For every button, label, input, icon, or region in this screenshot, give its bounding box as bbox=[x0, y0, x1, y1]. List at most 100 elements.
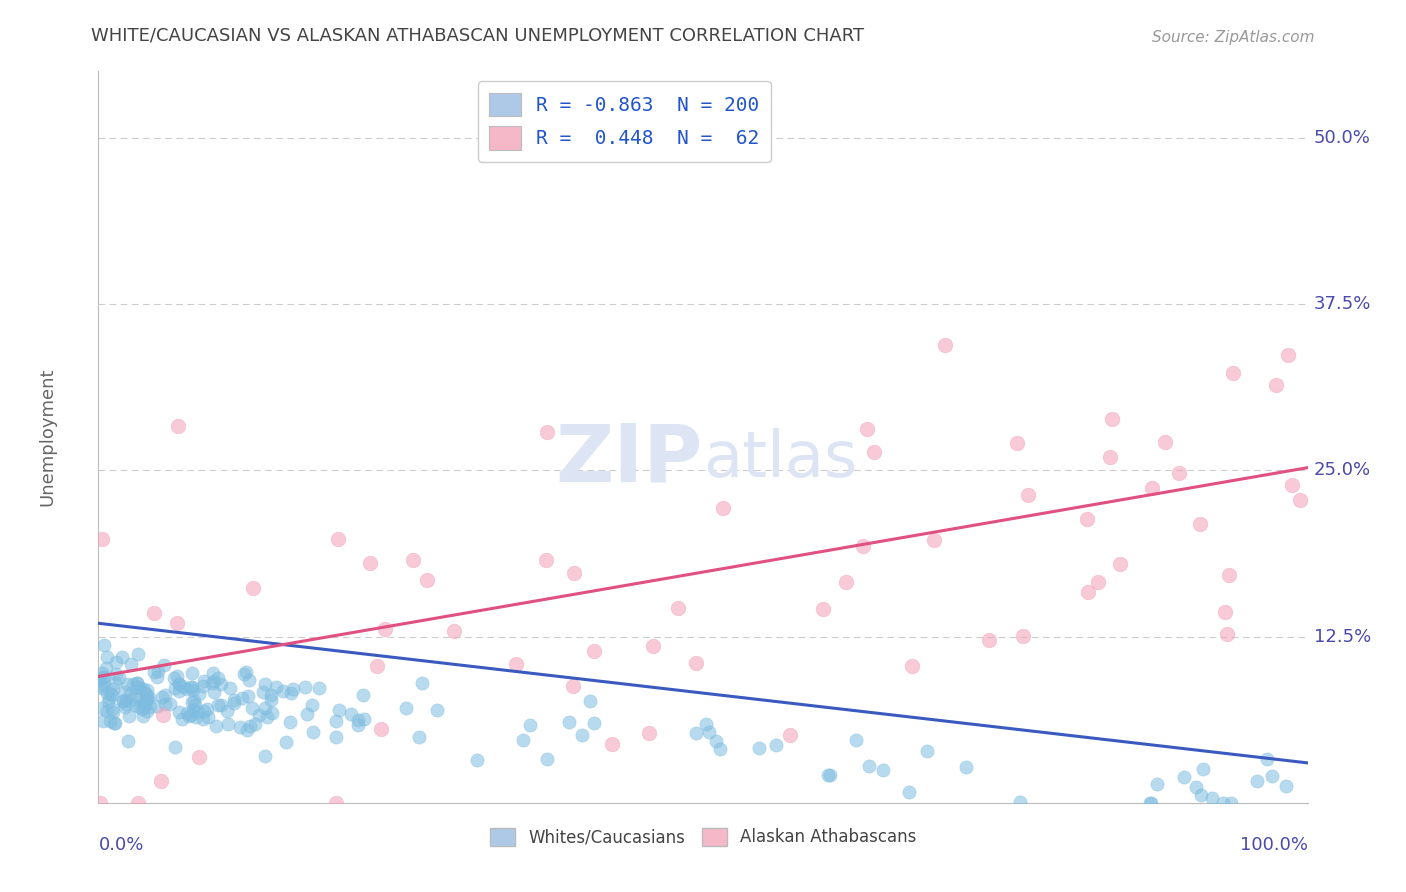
Point bbox=[103, 715, 125, 730]
Point bbox=[129, 681, 152, 695]
Point bbox=[979, 632, 1001, 647]
Point bbox=[898, 785, 921, 799]
Point bbox=[222, 693, 245, 707]
Point bbox=[128, 700, 150, 714]
Point bbox=[127, 796, 149, 810]
Point bbox=[1099, 450, 1122, 464]
Point bbox=[193, 673, 215, 688]
Point bbox=[818, 768, 841, 782]
Point bbox=[159, 697, 181, 711]
Point bbox=[955, 759, 977, 773]
Text: 0.0%: 0.0% bbox=[98, 836, 143, 854]
Point bbox=[170, 712, 193, 726]
Point bbox=[181, 682, 204, 697]
Point bbox=[152, 708, 174, 723]
Point bbox=[748, 740, 770, 755]
Point bbox=[132, 681, 155, 696]
Point bbox=[1216, 627, 1239, 641]
Point bbox=[308, 681, 330, 696]
Point bbox=[900, 658, 922, 673]
Point bbox=[104, 715, 127, 730]
Point bbox=[238, 673, 260, 688]
Point bbox=[638, 725, 661, 739]
Point bbox=[166, 616, 188, 631]
Point bbox=[167, 684, 190, 698]
Text: ZIP: ZIP bbox=[555, 420, 703, 498]
Point bbox=[91, 681, 114, 696]
Point bbox=[93, 670, 115, 684]
Point bbox=[328, 532, 350, 546]
Point bbox=[187, 705, 209, 719]
Point bbox=[253, 748, 276, 763]
Point bbox=[124, 698, 146, 712]
Point bbox=[101, 705, 124, 719]
Point bbox=[863, 444, 886, 458]
Point bbox=[172, 680, 194, 694]
Point bbox=[1256, 752, 1278, 766]
Point bbox=[817, 767, 839, 781]
Point bbox=[280, 686, 302, 700]
Point bbox=[142, 665, 165, 679]
Point bbox=[152, 690, 174, 704]
Point bbox=[222, 696, 245, 710]
Point bbox=[1146, 777, 1168, 791]
Point bbox=[135, 687, 157, 701]
Point bbox=[108, 671, 131, 685]
Point bbox=[1017, 487, 1039, 501]
Point bbox=[505, 657, 527, 671]
Point bbox=[115, 693, 138, 707]
Point bbox=[1222, 366, 1244, 380]
Point bbox=[252, 685, 274, 699]
Point bbox=[276, 735, 298, 749]
Point bbox=[201, 676, 224, 690]
Point bbox=[181, 703, 204, 717]
Point bbox=[207, 671, 229, 685]
Point bbox=[114, 698, 136, 712]
Point bbox=[416, 573, 439, 587]
Point bbox=[180, 680, 202, 694]
Point bbox=[562, 679, 585, 693]
Point bbox=[855, 422, 877, 436]
Point bbox=[325, 730, 347, 744]
Point bbox=[90, 679, 112, 693]
Point bbox=[426, 703, 449, 717]
Point bbox=[93, 676, 115, 690]
Point bbox=[1011, 629, 1033, 643]
Point bbox=[155, 688, 177, 702]
Point bbox=[176, 706, 198, 720]
Point bbox=[183, 694, 205, 708]
Point bbox=[934, 337, 956, 351]
Point bbox=[1261, 769, 1284, 783]
Point bbox=[1220, 796, 1243, 810]
Point bbox=[91, 665, 114, 680]
Point bbox=[125, 676, 148, 690]
Point bbox=[125, 680, 148, 694]
Point bbox=[534, 553, 557, 567]
Point bbox=[408, 730, 430, 744]
Point bbox=[1087, 574, 1109, 589]
Point bbox=[125, 676, 148, 690]
Point bbox=[295, 706, 318, 721]
Point bbox=[131, 702, 153, 716]
Point bbox=[239, 719, 262, 733]
Point bbox=[325, 796, 347, 810]
Point bbox=[181, 680, 204, 694]
Point bbox=[166, 419, 188, 434]
Point bbox=[202, 673, 225, 688]
Point bbox=[97, 696, 120, 710]
Point bbox=[264, 680, 287, 694]
Point bbox=[278, 714, 301, 729]
Point bbox=[166, 669, 188, 683]
Point bbox=[583, 643, 606, 657]
Text: 12.5%: 12.5% bbox=[1313, 628, 1371, 646]
Point bbox=[352, 689, 374, 703]
Point bbox=[1142, 481, 1164, 495]
Point bbox=[254, 677, 277, 691]
Point bbox=[1184, 780, 1206, 794]
Point bbox=[180, 695, 202, 709]
Point bbox=[1218, 567, 1240, 582]
Point bbox=[1201, 791, 1223, 805]
Point bbox=[124, 689, 146, 703]
Point bbox=[1109, 557, 1132, 571]
Point bbox=[202, 666, 225, 681]
